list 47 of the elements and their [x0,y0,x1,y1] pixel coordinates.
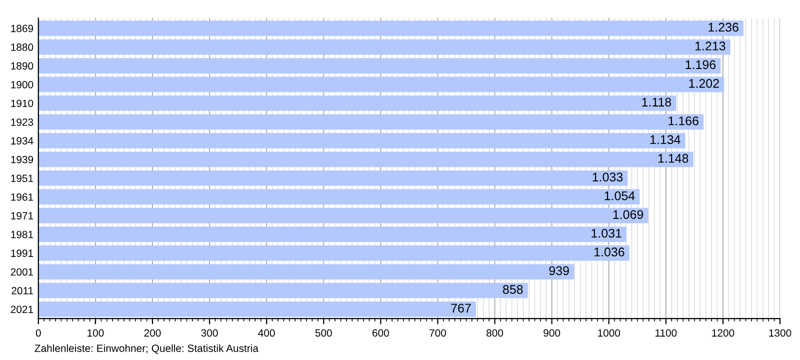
x-tick-label: 1300 [769,329,792,337]
y-tick-label: 1951 [11,174,34,182]
data-label: 1.202 [689,78,719,88]
x-tick-label: 400 [258,329,275,337]
x-tick-label: 100 [88,329,104,337]
y-tick-label: 1880 [11,44,34,51]
y-tick-label: 2021 [10,306,34,314]
y-tick-label: 1981 [11,230,34,238]
data-label: 1.236 [708,22,738,32]
x-tick-label: 900 [544,329,560,337]
x-tick-label: 300 [201,329,218,337]
y-tick-label: 1971 [11,212,34,220]
y-tick-label: 1869 [11,24,34,32]
data-label: 1.054 [604,191,635,200]
y-tick-label: 1961 [11,193,34,201]
data-label: 939 [549,266,569,276]
x-tick-label: 700 [430,329,446,337]
y-tick-label: 1991 [11,250,34,257]
x-tick-label: 1000 [598,329,620,337]
data-label: 1.036 [594,248,624,256]
text: Zahlenleiste: Einwohner; Quelle: Statistik Austria [34,344,258,354]
data-label: 1.069 [613,210,644,219]
data-label: 1.033 [592,172,623,182]
y-tick-label: 1923 [11,118,34,126]
x-tick-label: 800 [486,329,504,337]
y-tick-label: 2001 [10,268,34,276]
y-tick-label: 1900 [11,80,34,88]
x-tick-label: 1100 [656,329,677,337]
data-label: 767 [451,304,471,313]
data-label: 1.031 [592,228,622,238]
data-label: 1.196 [686,60,716,70]
data-label: 1.166 [668,116,698,126]
x-tick-label: 1200 [712,329,734,337]
y-tick-label: 1910 [11,100,34,108]
y-tick-label: 1890 [11,62,34,70]
y-tick-label: 1939 [11,156,34,164]
x-tick-label: 600 [372,329,389,337]
x-tick-label: 500 [315,329,332,337]
data-label: 1.118 [642,98,672,107]
x-tick-label: 0 [36,329,41,337]
data-label: 1.134 [650,135,680,144]
x-tick-label: 200 [144,329,161,337]
data-label: 858 [502,285,523,294]
y-tick-label: 2011 [12,287,34,294]
data-label: 1.213 [695,42,726,50]
data-label: 1.148 [658,154,688,163]
y-tick-label: 1934 [11,137,34,145]
